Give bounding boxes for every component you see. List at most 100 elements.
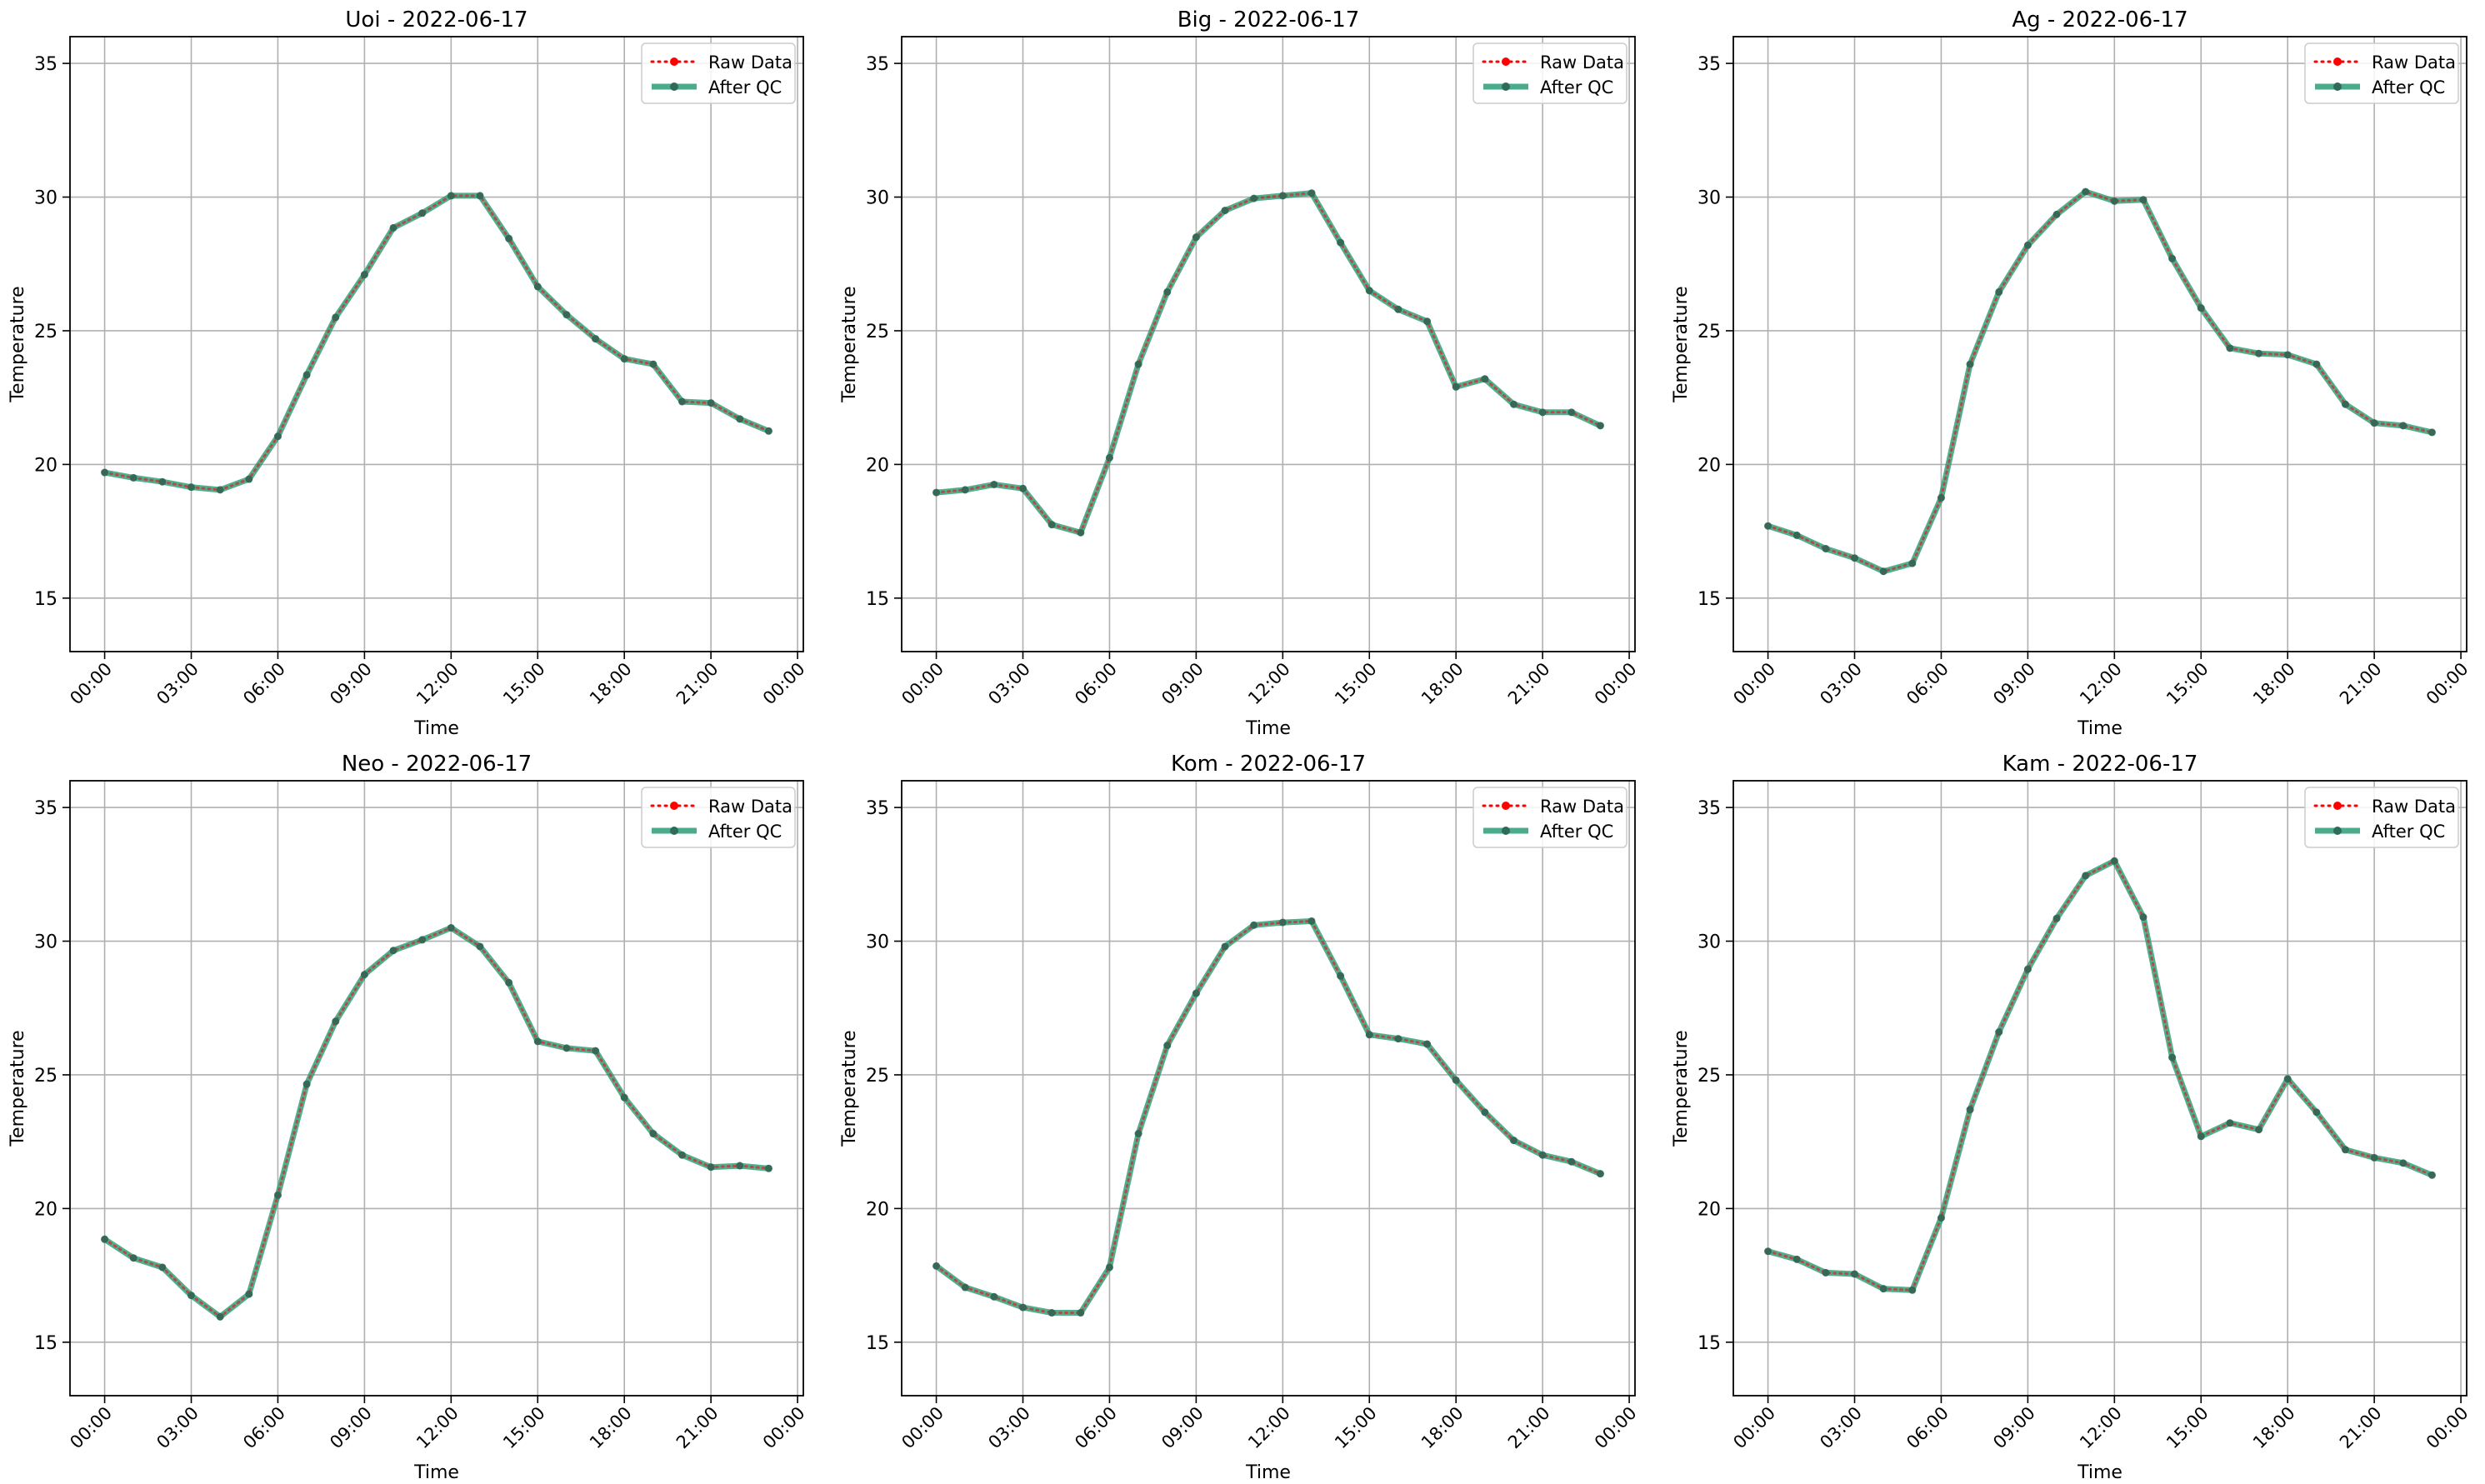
chart-1-xtick-label-1: 03:00 xyxy=(984,659,1034,709)
chart-0-qc-point-23 xyxy=(764,427,772,435)
chart-4-ytick-label-3: 30 xyxy=(866,932,889,953)
chart-2-qc-point-2 xyxy=(1822,544,1830,552)
chart-0-qc-point-9 xyxy=(360,271,368,279)
chart-2-qc-point-9 xyxy=(2023,241,2032,249)
chart-0-panel: 15 20 25 30 35 00:00 03:00 06:00 09:00 12:00 15:00… xyxy=(8,7,809,739)
chart-5-qc-point-11 xyxy=(2082,872,2090,880)
chart-3-axes-frame xyxy=(69,780,804,1397)
chart-5-ylabel: Temperature xyxy=(1671,1030,1692,1147)
chart-2-xtick-label-7: 21:00 xyxy=(2336,659,2386,709)
chart-0-qc-point-20 xyxy=(678,397,686,406)
chart-5-xlabel: Time xyxy=(2077,1462,2122,1483)
chart-1-ytick-label-2: 25 xyxy=(866,322,889,342)
chart-4-axes-frame xyxy=(901,780,1636,1397)
chart-0-xtick-label-1: 03:00 xyxy=(152,659,202,709)
chart-1-ytick-label-1: 20 xyxy=(866,455,889,476)
chart-5-qc-point-10 xyxy=(2052,914,2061,922)
chart-3-qc-point-16 xyxy=(562,1044,571,1052)
chart-1-qc-point-13 xyxy=(1308,189,1316,197)
chart-2-xtick-label-6: 18:00 xyxy=(2249,659,2299,709)
chart-5-xtick-label-4: 12:00 xyxy=(2076,1403,2126,1453)
chart-3-xtick-label-7: 21:00 xyxy=(672,1403,722,1453)
chart-5-qc-point-16 xyxy=(2226,1119,2234,1127)
chart-2-qc-point-12 xyxy=(2110,197,2118,205)
chart-1-xtick-label-5: 15:00 xyxy=(1331,659,1381,709)
chart-2-qc-point-18 xyxy=(2283,351,2292,359)
chart-3-xtick-label-1: 03:00 xyxy=(152,1403,202,1453)
chart-5-xtick-label-8: 00:00 xyxy=(2422,1403,2472,1453)
chart-0-xtick-label-7: 21:00 xyxy=(672,659,722,709)
chart-2-qc-point-6 xyxy=(1937,494,1945,502)
chart-3-legend-raw-label: Raw Data xyxy=(708,797,792,817)
chart-1-xlabel: Time xyxy=(1245,718,1291,739)
chart-2-ytick-label-1: 20 xyxy=(1698,455,1721,476)
chart-1-xtick-label-0: 00:00 xyxy=(898,659,948,709)
chart-3-xtick-label-8: 00:00 xyxy=(759,1403,809,1453)
chart-5-qc-point-17 xyxy=(2255,1126,2263,1134)
chart-2-qc-point-14 xyxy=(2168,254,2177,262)
chart-2-xlabel: Time xyxy=(2077,718,2122,739)
chart-5-qc-point-2 xyxy=(1822,1268,1830,1277)
chart-0-legend-raw-label: Raw Data xyxy=(708,52,792,72)
chart-1-qc-point-3 xyxy=(1019,484,1028,492)
chart-1-qc-point-1 xyxy=(961,486,969,494)
chart-2-qc-point-10 xyxy=(2052,210,2061,218)
chart-3-xtick-label-3: 09:00 xyxy=(326,1403,376,1453)
chart-5-xtick-label-7: 21:00 xyxy=(2336,1403,2386,1453)
chart-0-ytick-label-3: 30 xyxy=(34,188,58,209)
chart-3-qc-point-13 xyxy=(476,942,484,951)
chart-3-qc-point-23 xyxy=(764,1164,772,1172)
chart-4-qc-point-10 xyxy=(1221,942,1229,951)
chart-4-ytick-label-4: 35 xyxy=(866,798,889,819)
chart-1-qc-point-19 xyxy=(1481,375,1489,383)
chart-3-qc-point-1 xyxy=(129,1254,138,1262)
chart-5-qc-point-18 xyxy=(2283,1075,2292,1083)
chart-0-ytick-label-4: 35 xyxy=(34,54,58,75)
chart-5-ytick-label-1: 20 xyxy=(1698,1199,1721,1220)
chart-1-legend-raw-label: Raw Data xyxy=(1540,52,1624,72)
chart-0-series-raw-line xyxy=(103,194,770,492)
chart-4-xtick-label-0: 00:00 xyxy=(898,1403,948,1453)
chart-1-qc-point-17 xyxy=(1423,317,1432,326)
chart-3-qc-point-11 xyxy=(418,936,427,944)
chart-2-axes-frame xyxy=(1732,36,2468,652)
chart-3-qc-point-6 xyxy=(273,1191,282,1199)
chart-2-xtick-label-3: 09:00 xyxy=(1989,659,2039,709)
chart-2-qc-point-22 xyxy=(2399,422,2408,430)
chart-4-qc-point-6 xyxy=(1105,1263,1113,1272)
chart-1-legend: Raw Data After QC xyxy=(1472,42,1628,104)
chart-1-xtick-label-4: 12:00 xyxy=(1244,659,1294,709)
chart-1-qc-point-9 xyxy=(1192,233,1200,242)
chart-2-qc-point-15 xyxy=(2197,304,2205,312)
chart-3-qc-point-18 xyxy=(620,1093,628,1102)
chart-2-series-raw-line xyxy=(1767,190,2433,573)
chart-2-legend: Raw Data After QC xyxy=(2304,42,2459,104)
chart-1-xtick-label-8: 00:00 xyxy=(1591,659,1641,709)
chart-0-qc-point-5 xyxy=(245,475,253,483)
chart-4-series-raw-line xyxy=(935,919,1602,1314)
chart-0-ytick-label-0: 15 xyxy=(34,589,58,610)
chart-4-qc-point-7 xyxy=(1134,1130,1142,1138)
chart-2-title: Ag - 2022-06-17 xyxy=(2012,7,2188,32)
chart-0-qc-point-18 xyxy=(620,355,628,363)
chart-4-xlabel: Time xyxy=(1245,1462,1291,1483)
chart-4-xtick-label-3: 09:00 xyxy=(1158,1403,1208,1453)
chart-3-ytick-label-2: 25 xyxy=(34,1066,58,1087)
chart-2-qc-point-11 xyxy=(2082,187,2090,196)
chart-1-axes-frame xyxy=(901,36,1636,652)
chart-2-ylabel: Temperature xyxy=(1671,286,1692,402)
chart-3-qc-point-4 xyxy=(216,1312,224,1321)
chart-4-qc-point-3 xyxy=(1019,1303,1028,1312)
chart-3-qc-point-21 xyxy=(707,1163,715,1172)
chart-4-xtick-label-4: 12:00 xyxy=(1244,1403,1294,1453)
chart-1-ytick-label-3: 30 xyxy=(866,188,889,209)
chart-4-xtick-label-2: 06:00 xyxy=(1071,1403,1121,1453)
chart-1-panel: 15 20 25 30 35 00:00 03:00 06:00 09:00 12:00 15:00… xyxy=(839,7,1641,739)
chart-2-legend-raw-marker xyxy=(2333,57,2342,66)
chart-1-qc-point-7 xyxy=(1134,360,1142,368)
chart-0-qc-point-16 xyxy=(562,311,571,319)
chart-5-legend: Raw Data After QC xyxy=(2304,787,2459,848)
chart-5-ytick-label-0: 15 xyxy=(1698,1333,1721,1354)
chart-4-legend-qc-label: After QC xyxy=(1540,822,1613,842)
chart-5-panel: 15 20 25 30 35 00:00 03:00 06:00 09:00 12:00 15:00… xyxy=(1671,752,2472,1483)
